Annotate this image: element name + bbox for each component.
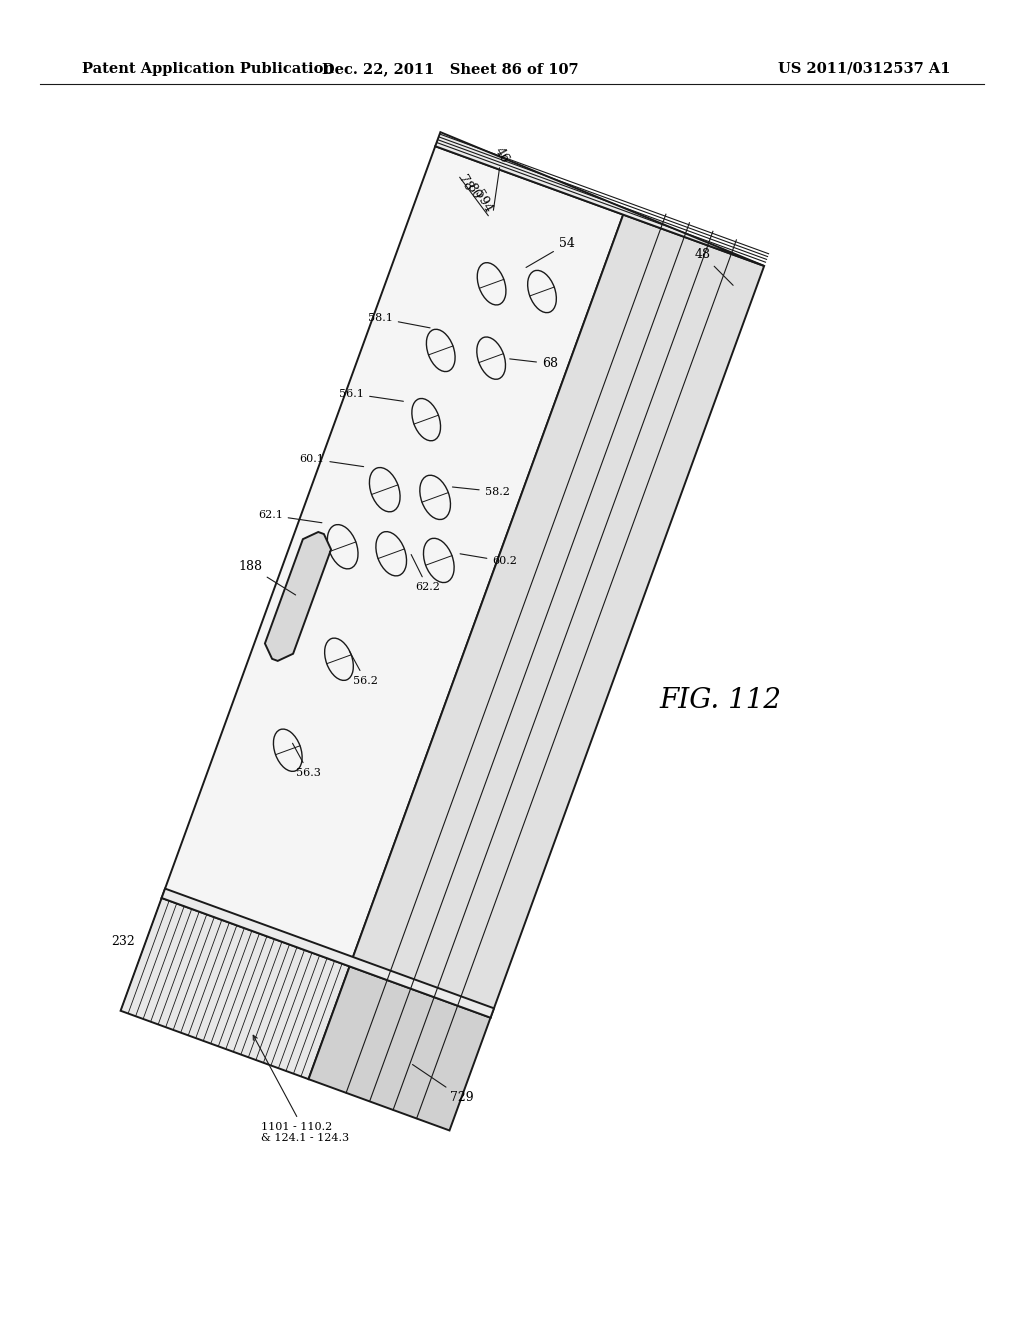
- Text: 62.2: 62.2: [412, 554, 439, 593]
- Polygon shape: [435, 132, 764, 265]
- Polygon shape: [162, 147, 624, 966]
- Polygon shape: [308, 966, 490, 1130]
- Text: 54: 54: [526, 238, 574, 268]
- Polygon shape: [349, 215, 764, 1018]
- Text: 58.1: 58.1: [368, 313, 430, 327]
- Text: 232: 232: [112, 935, 135, 948]
- Polygon shape: [162, 888, 494, 1018]
- Text: 68: 68: [510, 358, 558, 370]
- Text: 60.1: 60.1: [299, 454, 364, 467]
- Text: 60.2: 60.2: [460, 554, 517, 566]
- Text: FIG. 112: FIG. 112: [659, 686, 781, 714]
- Text: 1101 - 110.2
& 124.1 - 124.3: 1101 - 110.2 & 124.1 - 124.3: [253, 1035, 349, 1143]
- Text: 80: 80: [464, 181, 482, 201]
- Text: 594: 594: [471, 189, 495, 215]
- Text: Dec. 22, 2011   Sheet 86 of 107: Dec. 22, 2011 Sheet 86 of 107: [322, 62, 579, 77]
- Text: 48: 48: [695, 248, 733, 285]
- Polygon shape: [265, 532, 331, 661]
- Text: US 2011/0312537 A1: US 2011/0312537 A1: [777, 62, 950, 77]
- Text: Patent Application Publication: Patent Application Publication: [82, 62, 334, 77]
- Polygon shape: [121, 898, 349, 1080]
- Text: 56.1: 56.1: [339, 388, 403, 401]
- Text: 188: 188: [238, 560, 296, 595]
- Text: 729: 729: [413, 1064, 474, 1105]
- Text: 46: 46: [493, 145, 512, 165]
- Text: 62.1: 62.1: [258, 510, 322, 523]
- Text: 56.3: 56.3: [293, 743, 322, 777]
- Text: 78: 78: [456, 173, 474, 193]
- Text: 58.2: 58.2: [453, 487, 510, 496]
- Text: 56.2: 56.2: [349, 651, 378, 686]
